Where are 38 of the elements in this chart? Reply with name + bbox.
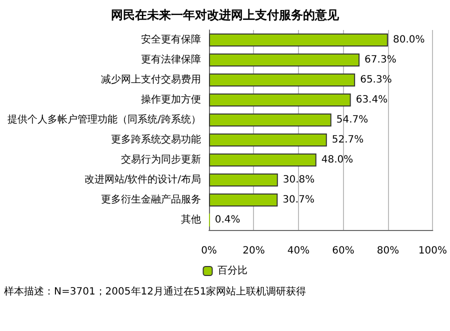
- y-tick-label: 更多跨系统交易功能: [111, 134, 201, 146]
- bar: [209, 54, 360, 66]
- y-tick-label: 提供个人多帐户管理功能（同系统/跨系统）: [8, 114, 201, 126]
- bar: [209, 134, 327, 146]
- data-label: 63.4%: [356, 94, 388, 106]
- text: 样本描述：N=3701；2005年12月通过在51家网站上联机调研获得: [4, 286, 306, 298]
- data-label: 67.3%: [364, 54, 396, 66]
- data-label: 52.7%: [332, 134, 364, 146]
- y-tick-label: 改进网站/软件的设计/布局: [84, 174, 201, 186]
- x-tick-label: 80%: [376, 246, 400, 256]
- bar: [209, 74, 356, 86]
- chart-title: 网民在未来一年对改进网上支付服务的意见: [111, 8, 340, 22]
- y-tick-label: 交易行为同步更新: [121, 154, 201, 166]
- x-tick-label: 100%: [418, 246, 447, 256]
- data-label: 30.8%: [282, 174, 315, 186]
- data-label: 48.0%: [321, 154, 354, 166]
- y-tick-label: 操作更加方便: [141, 94, 201, 106]
- data-label: 65.3%: [360, 74, 392, 86]
- data-label: 0.4%: [214, 214, 240, 226]
- bar: [209, 154, 316, 166]
- bar: [209, 34, 388, 46]
- bar: [209, 194, 278, 206]
- data-label: 80.0%: [392, 34, 425, 46]
- bar: [209, 174, 278, 186]
- y-tick-label: 减少网上支付交易费用: [101, 74, 201, 86]
- x-tick-label: 0%: [201, 246, 217, 256]
- x-tick-label: 60%: [332, 246, 354, 256]
- data-label: 30.7%: [282, 194, 314, 206]
- x-tick-label: 20%: [242, 246, 265, 256]
- y-tick-label: 其他: [181, 214, 201, 226]
- legend-label: 百分比: [217, 264, 248, 276]
- x-tick-label: 40%: [287, 246, 310, 256]
- bar: [209, 94, 351, 106]
- y-tick-label: 更多衍生金融产品服务: [101, 194, 201, 206]
- y-tick-label: 安全更有保障: [141, 34, 201, 46]
- data-label: 54.7%: [336, 114, 368, 126]
- bar: [209, 114, 332, 126]
- y-tick-label: 更有法律保障: [141, 54, 201, 66]
